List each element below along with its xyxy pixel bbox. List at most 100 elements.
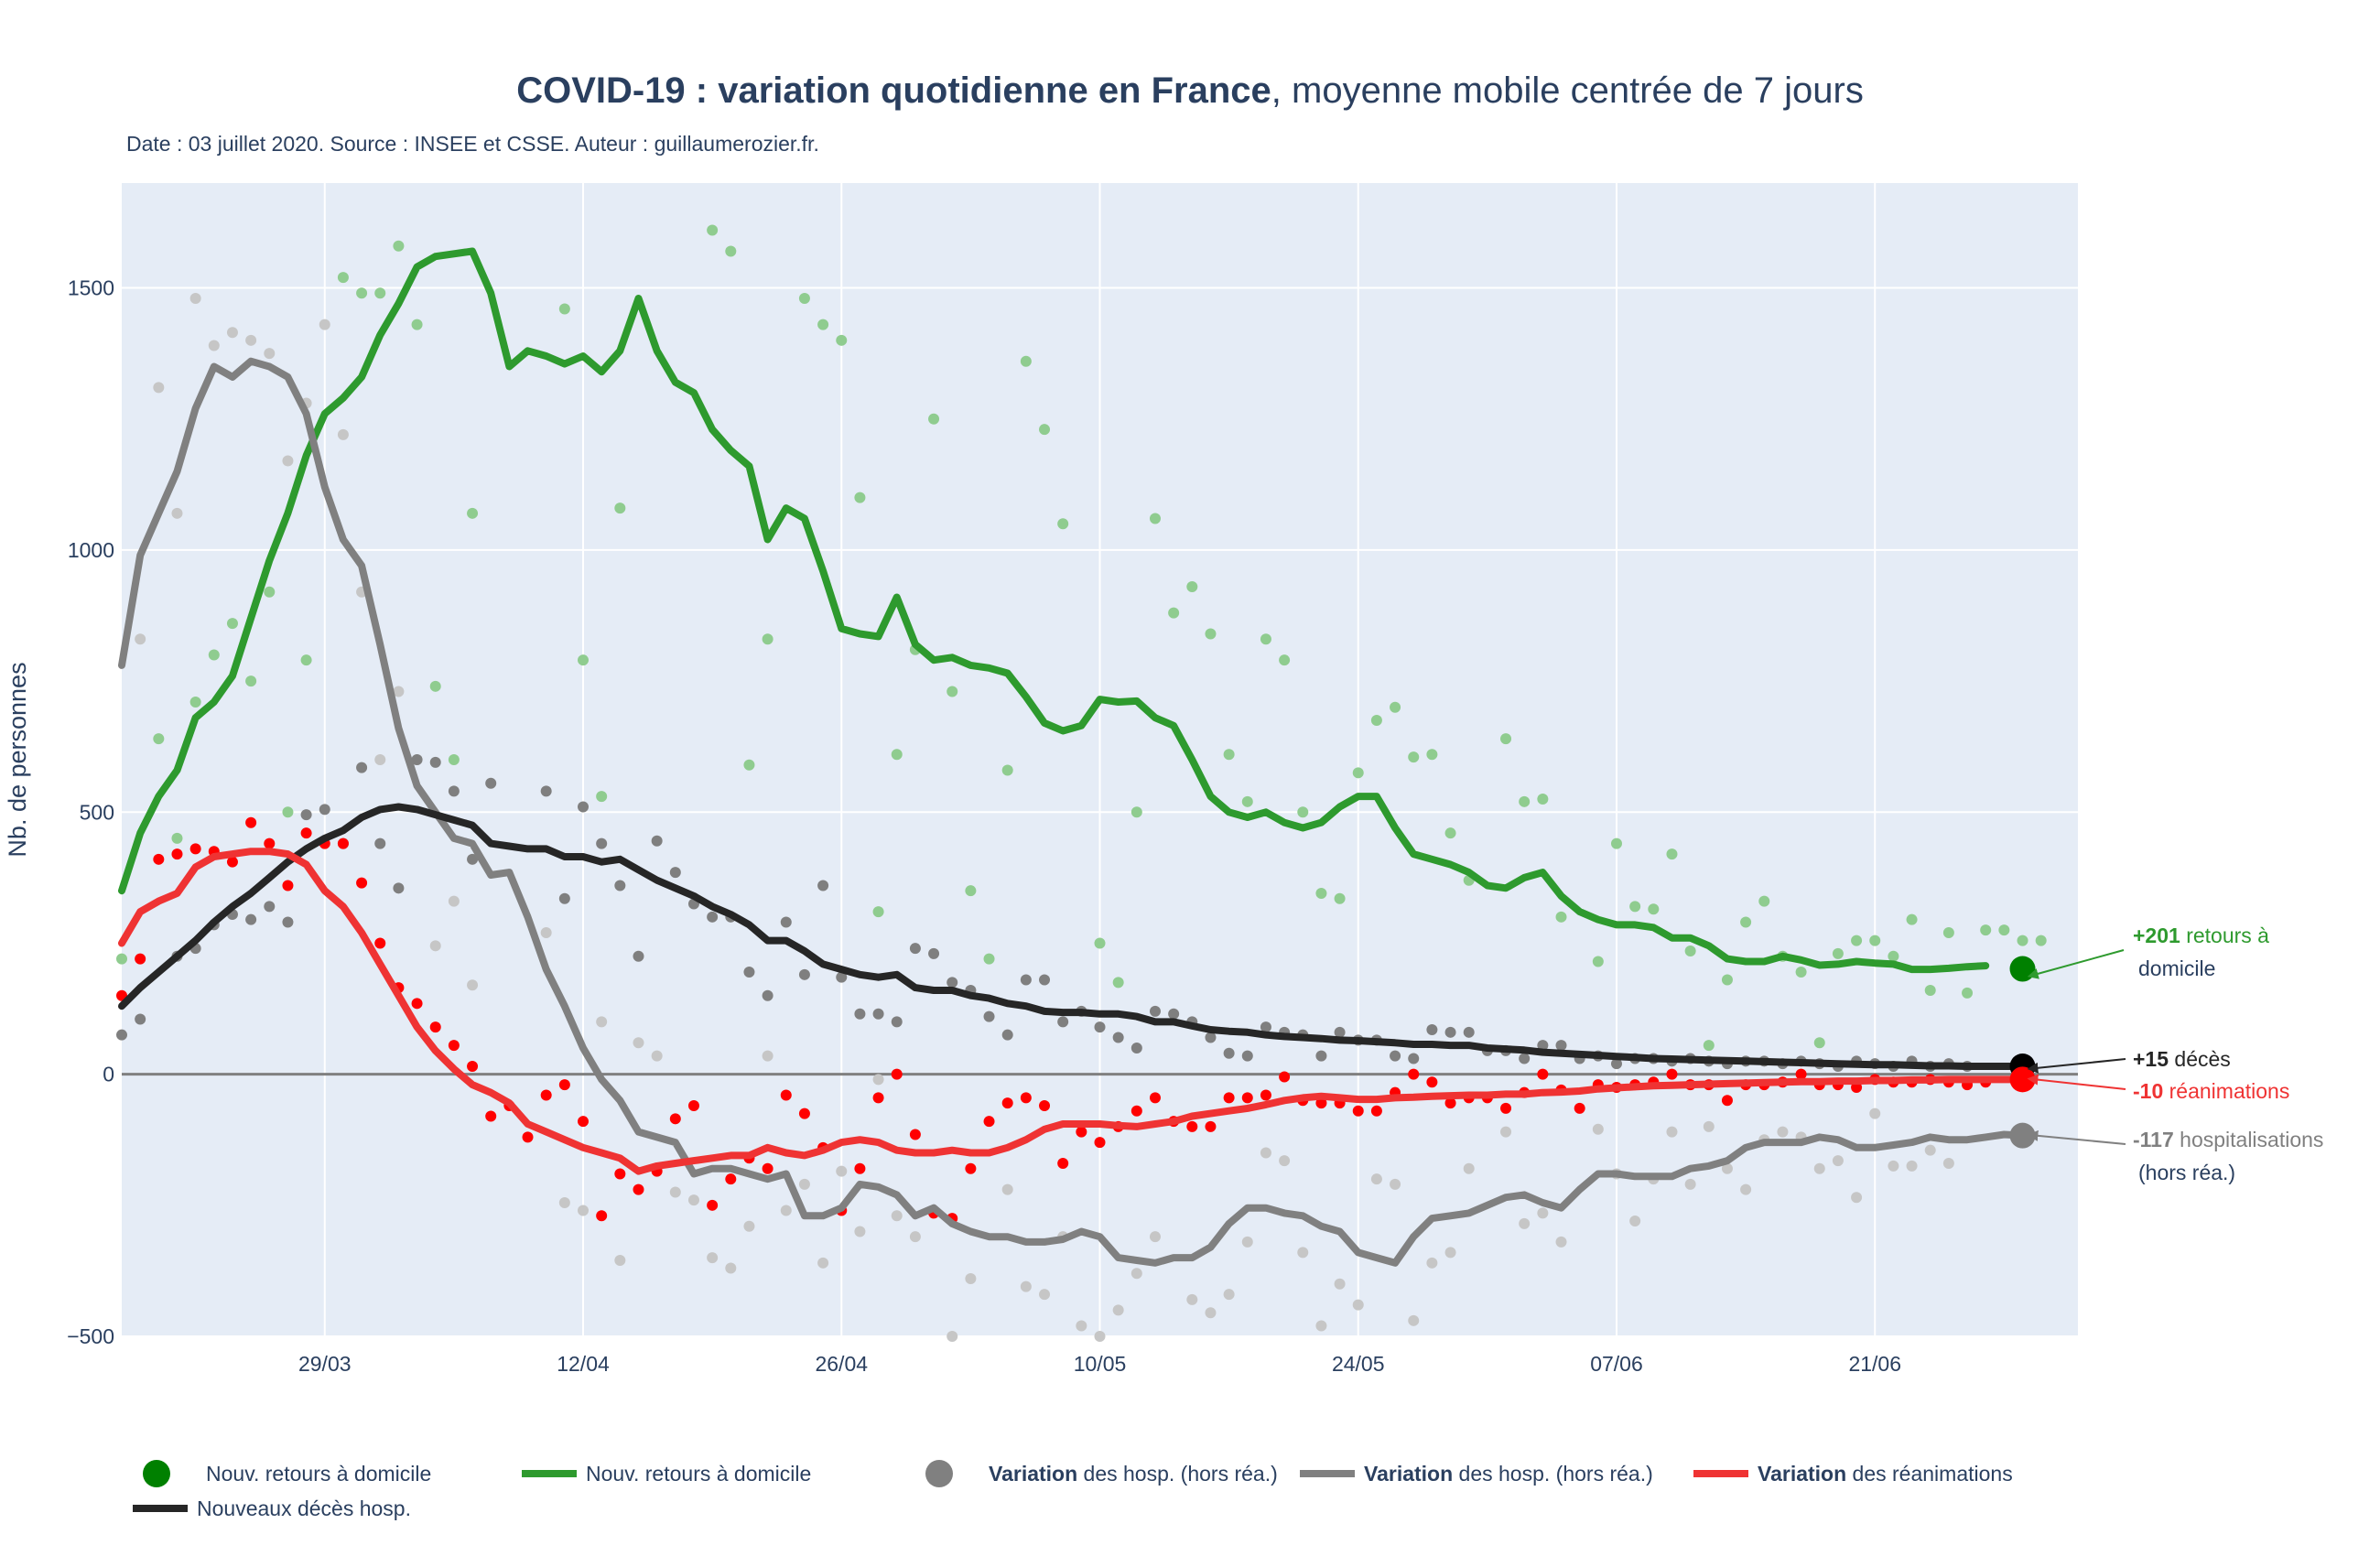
scatter-point <box>1795 1068 1807 1080</box>
scatter-point <box>300 827 312 839</box>
annotation-label: -117 hospitalisations <box>2133 1128 2323 1151</box>
scatter-point <box>429 756 441 768</box>
scatter-point <box>1205 1032 1217 1043</box>
scatter-point <box>614 880 626 891</box>
scatter-point <box>1186 1293 1198 1305</box>
scatter-point <box>909 943 921 955</box>
scatter-point <box>1094 1331 1106 1342</box>
scatter-point <box>1279 654 1291 666</box>
scatter-point <box>374 837 386 849</box>
scatter-point <box>1832 947 1844 959</box>
scatter-point <box>1998 924 2010 936</box>
scatter-point <box>1426 1076 1438 1088</box>
scatter-point <box>1315 888 1327 900</box>
scatter-point <box>337 837 349 849</box>
scatter-point <box>1500 1102 1512 1114</box>
scatter-point <box>300 809 312 821</box>
annotation-label: -10 réanimations <box>2133 1079 2289 1103</box>
scatter-point <box>245 816 257 828</box>
scatter-point <box>1001 764 1013 776</box>
legend-item: Variation des hosp. (hors réa.) <box>925 1460 1278 1487</box>
scatter-point <box>1241 1092 1253 1104</box>
scatter-point <box>1334 1278 1346 1290</box>
scatter-point <box>1519 1217 1531 1229</box>
scatter-point <box>245 334 257 346</box>
scatter-point <box>135 633 146 645</box>
scatter-point <box>1666 848 1678 860</box>
scatter-point <box>1039 1100 1051 1111</box>
scatter-point <box>891 1068 903 1080</box>
scatter-point <box>1334 892 1346 904</box>
scatter-point <box>429 940 441 952</box>
y-axis-ticks: −500 0 500 1000 1500 <box>67 276 114 1348</box>
chart-title-rest: , moyenne mobile centrée de 7 jours <box>1271 70 1864 111</box>
scatter-point <box>1703 1040 1715 1052</box>
scatter-point <box>1186 1120 1198 1132</box>
scatter-point <box>1610 837 1622 849</box>
scatter-point <box>1537 1068 1549 1080</box>
scatter-point <box>578 654 590 666</box>
scatter-point <box>1519 795 1531 807</box>
scatter-point <box>1629 1216 1641 1226</box>
annotation-arrow <box>2027 949 2125 979</box>
scatter-point <box>319 319 330 330</box>
scatter-point <box>540 927 552 938</box>
scatter-point <box>1500 733 1512 745</box>
scatter-point <box>1057 1158 1069 1169</box>
annotation-label: +201 retours à <box>2133 924 2269 947</box>
x-tick-label: 29/03 <box>298 1352 352 1376</box>
scatter-point <box>1130 1268 1142 1280</box>
scatter-point <box>1260 633 1271 645</box>
scatter-point <box>762 1050 774 1062</box>
scatter-point <box>669 1113 681 1125</box>
scatter-point <box>1408 1314 1420 1326</box>
scatter-point <box>411 998 423 1010</box>
scatter-point <box>282 916 294 928</box>
scatter-point <box>1426 749 1438 761</box>
scatter-point <box>153 382 165 394</box>
y-tick-label: 0 <box>103 1063 114 1086</box>
scatter-point <box>1334 1026 1346 1038</box>
scatter-point <box>1463 1162 1475 1174</box>
scatter-point <box>1370 1173 1382 1185</box>
scatter-point <box>1666 1126 1678 1138</box>
end-marker <box>2009 1122 2036 1149</box>
scatter-point <box>891 749 903 761</box>
annotation-value: +15 <box>2133 1047 2169 1071</box>
scatter-point <box>319 804 330 816</box>
scatter-point <box>614 1168 626 1180</box>
scatter-point <box>1444 827 1456 839</box>
annotation-text: retours à <box>2180 924 2269 947</box>
series-line <box>118 803 2027 1070</box>
scatter-point <box>707 1252 719 1264</box>
scatter-point <box>1001 1183 1013 1195</box>
scatter-point <box>1648 903 1660 915</box>
scatter-point <box>282 880 294 891</box>
scatter-point <box>1020 1280 1032 1292</box>
scatter-point <box>983 1010 995 1022</box>
scatter-point <box>669 867 681 879</box>
scatter-point <box>1721 974 1733 986</box>
scatter-point <box>578 801 590 813</box>
scatter-point <box>1519 1053 1531 1064</box>
scatter-point <box>1555 1236 1567 1248</box>
scatter-point <box>1094 937 1106 949</box>
scatter-point <box>1260 1089 1271 1101</box>
scatter-point <box>1408 1068 1420 1080</box>
legend-item: Nouv. retours à domicile <box>143 1460 431 1487</box>
scatter-point <box>1795 966 1807 978</box>
scatter-point <box>633 1037 644 1049</box>
line-layer <box>118 247 2027 1267</box>
legend-label: Variation des hosp. (hors réa.) <box>989 1462 1278 1486</box>
scatter-point <box>872 1008 884 1020</box>
scatter-point <box>558 1196 570 1208</box>
scatter-point <box>1020 974 1032 986</box>
scatter-point <box>817 1257 829 1269</box>
scatter-point <box>485 1110 497 1122</box>
annotation-arrow <box>2027 1058 2126 1074</box>
scatter-point <box>245 913 257 925</box>
scatter-point <box>928 413 940 425</box>
scatter-point <box>762 1162 774 1174</box>
annotation-arrow <box>2027 1129 2126 1145</box>
scatter-point <box>1813 1037 1825 1049</box>
